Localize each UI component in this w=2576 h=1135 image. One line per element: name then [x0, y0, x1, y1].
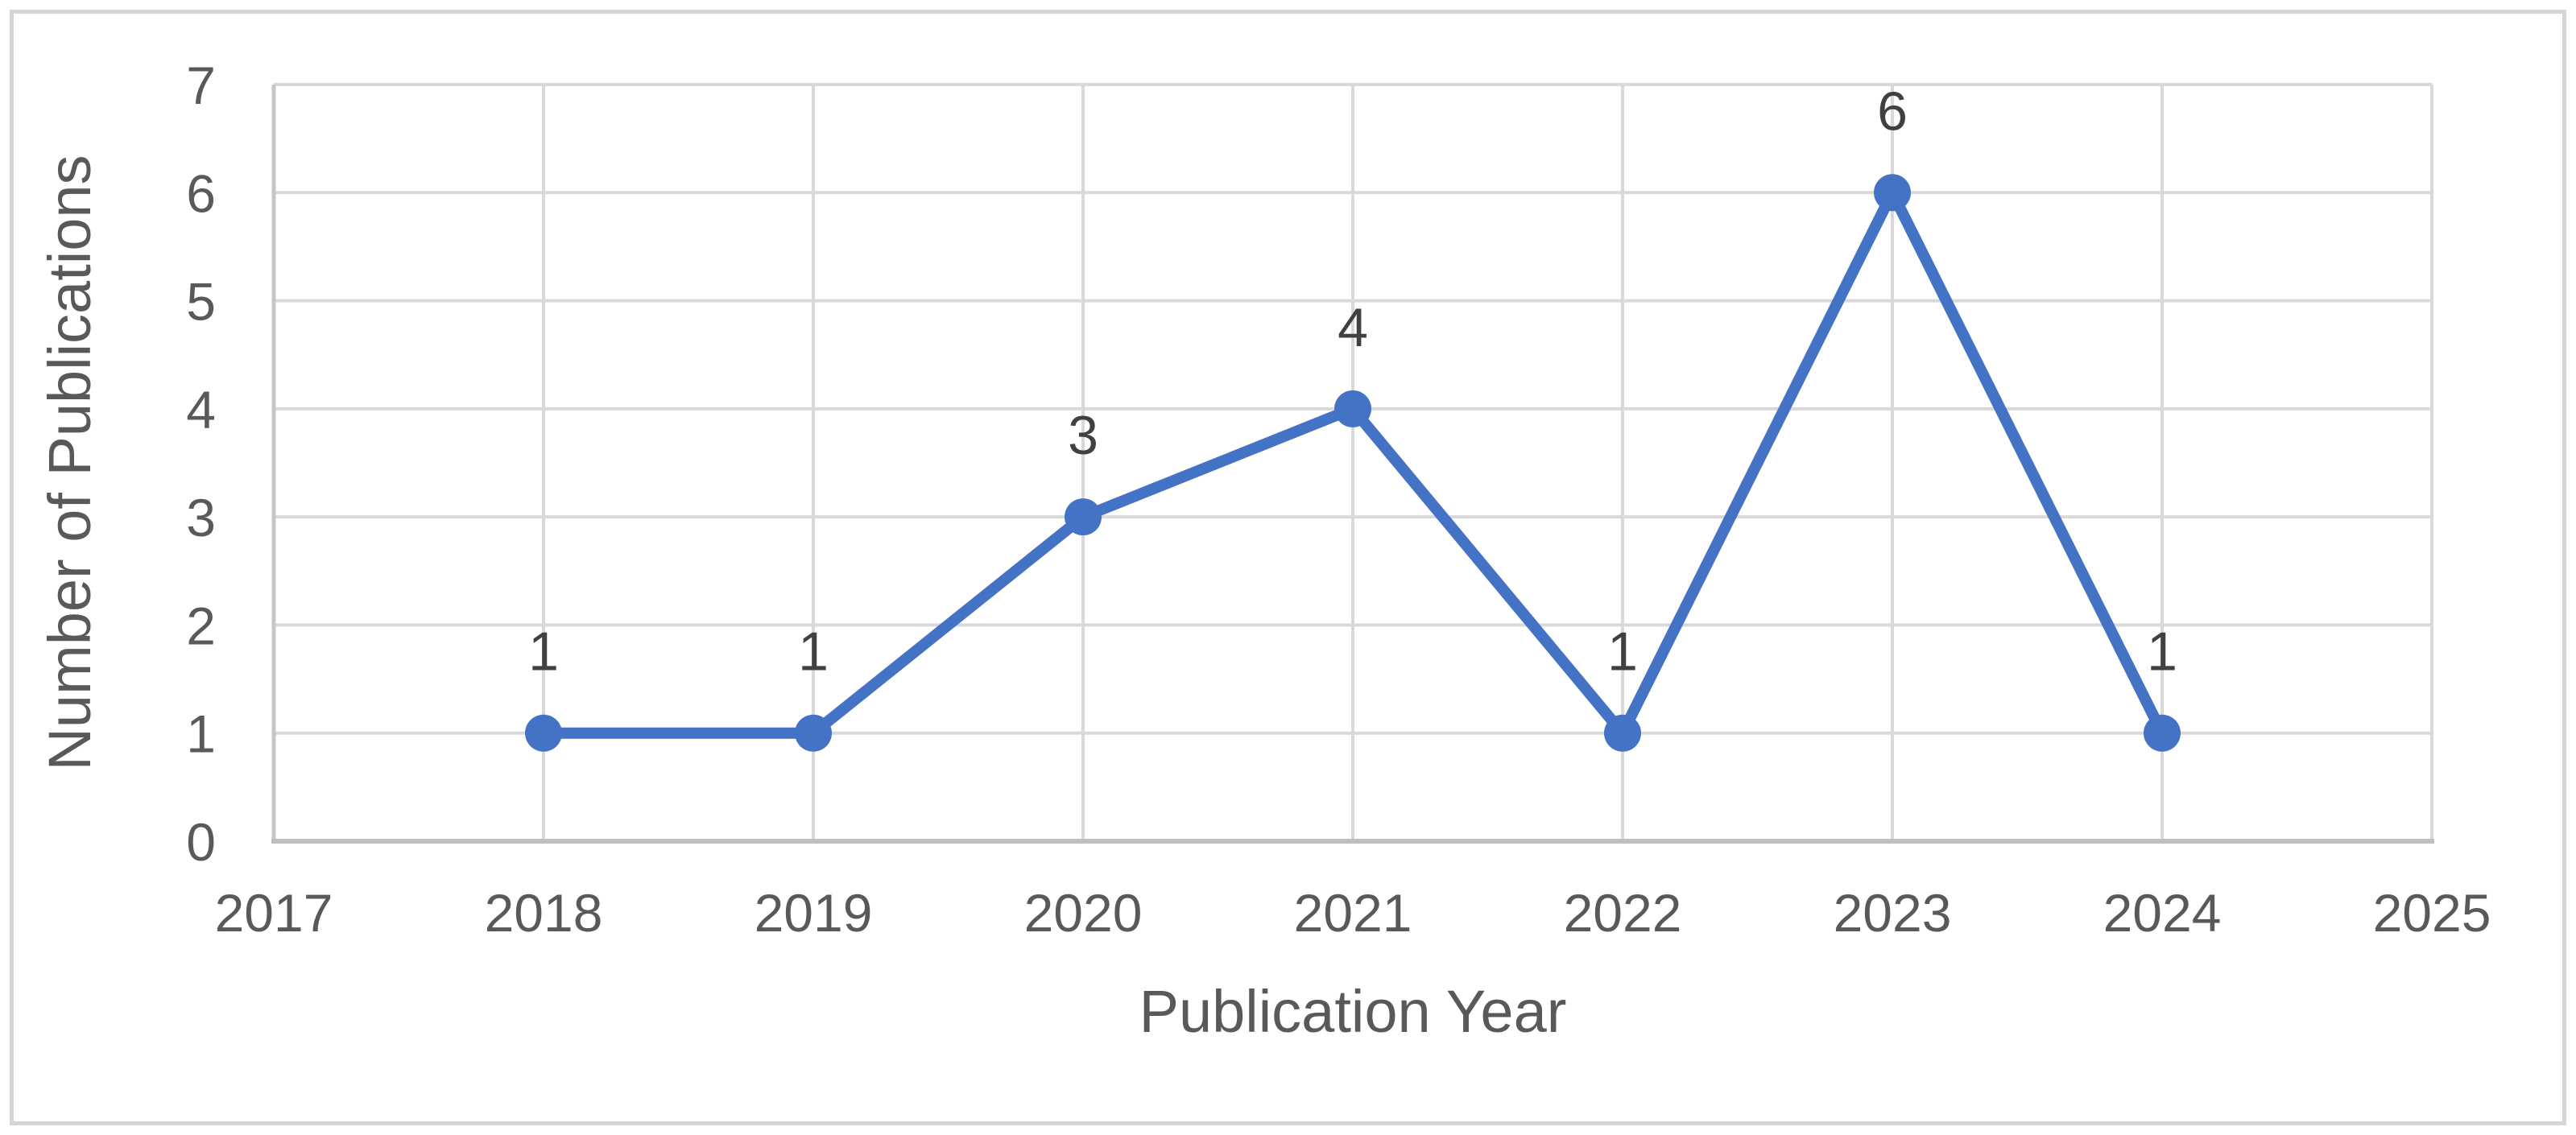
data-point-marker — [2144, 714, 2181, 752]
x-tick-label: 2021 — [1294, 883, 1412, 943]
y-tick-label: 6 — [186, 163, 216, 223]
data-point-marker — [1874, 174, 1911, 212]
x-tick-label: 2020 — [1024, 883, 1143, 943]
data-label: 3 — [1068, 405, 1098, 466]
data-point-marker — [795, 714, 832, 752]
y-tick-label: 0 — [186, 812, 216, 872]
data-point-marker — [1334, 390, 1371, 427]
y-tick-label: 7 — [186, 56, 216, 115]
data-point-marker — [525, 714, 562, 752]
y-tick-label: 1 — [186, 704, 216, 764]
data-label: 4 — [1338, 297, 1368, 358]
data-point-marker — [1065, 498, 1102, 536]
data-label: 6 — [1877, 80, 1908, 142]
y-tick-label: 2 — [186, 596, 216, 655]
y-tick-label: 3 — [186, 488, 216, 547]
x-tick-label: 2023 — [1834, 883, 1952, 943]
x-tick-label: 2024 — [2103, 883, 2222, 943]
x-tick-label: 2019 — [755, 883, 873, 943]
x-tick-label: 2018 — [485, 883, 603, 943]
x-tick-label: 2025 — [2373, 883, 2491, 943]
y-tick-label: 5 — [186, 272, 216, 332]
axis-tick-labels: 0 1 2 3 4 5 6 7 2017 2018 2019 2020 2021 2022 2023 2024… — [186, 56, 2491, 943]
data-label: 1 — [2147, 621, 2177, 683]
x-tick-label: 2017 — [215, 883, 333, 943]
y-tick-label: 4 — [186, 380, 216, 440]
figure-frame — [10, 10, 2566, 1125]
data-point-marker — [1604, 714, 1641, 752]
x-axis-title: Publication Year — [1139, 978, 1567, 1045]
series-publications: 1 1 3 4 1 6 1 — [525, 80, 2181, 752]
data-label: 1 — [528, 621, 559, 683]
data-label: 1 — [1607, 621, 1638, 683]
data-label: 1 — [798, 621, 829, 683]
y-axis-title: Number of Publications — [36, 155, 103, 770]
x-tick-label: 2022 — [1564, 883, 1682, 943]
